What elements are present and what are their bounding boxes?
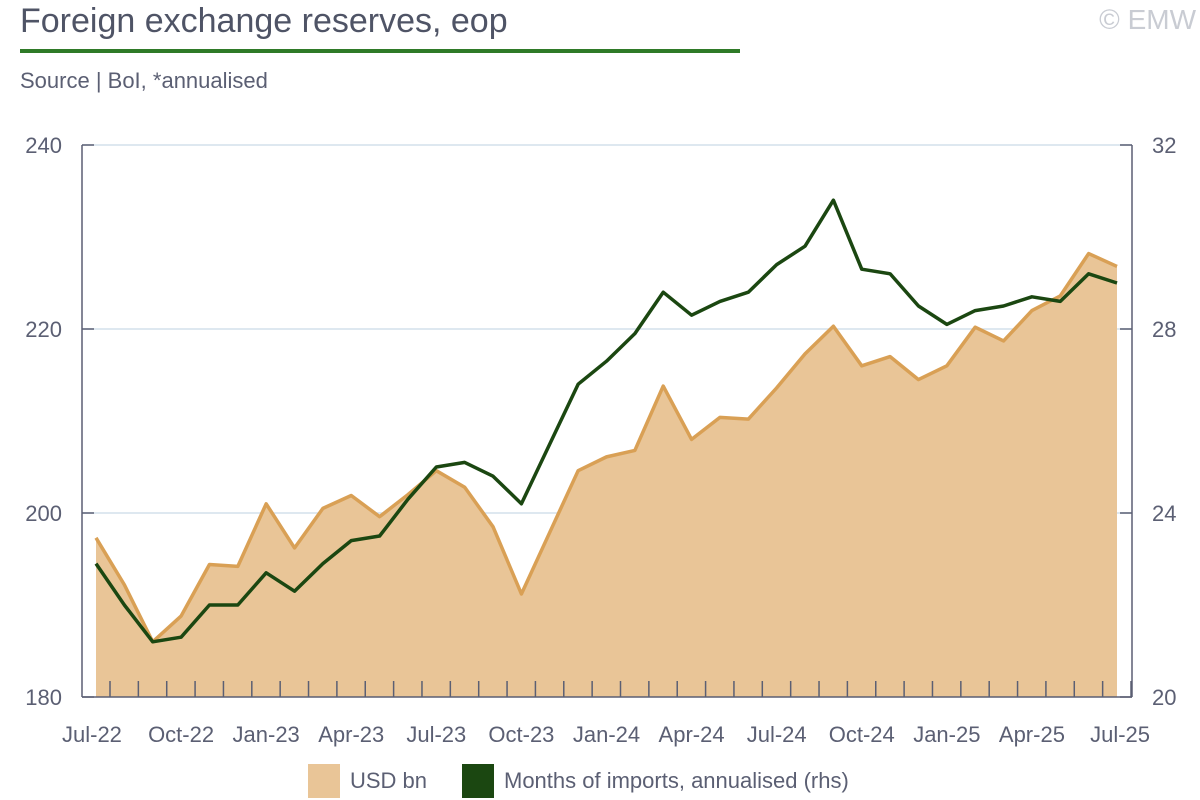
months-of-imports-line [94,198,1118,644]
usd-bn-line [94,251,1118,644]
x-axis-label: Jul-24 [747,722,807,747]
legend-item-usd-bn: USD bn [308,764,427,798]
legend-label-months-of-imports: Months of imports, annualised (rhs) [504,768,849,793]
title-underline [20,49,740,53]
x-axis-label: Oct-24 [829,722,895,747]
source-note: Source | BoI, *annualised [20,68,268,93]
x-axis-label: Apr-24 [659,722,725,747]
legend-label-usd-bn: USD bn [350,768,428,793]
legend-swatch-usd-bn [308,764,340,798]
usd-bn-series [94,251,1118,697]
right-axis-label: 24 [1152,501,1176,526]
x-axis-label: Jan-25 [913,722,980,747]
left-axis-label: 180 [25,685,62,710]
x-axis-label: Oct-23 [488,722,554,747]
x-axis-label: Jan-23 [233,722,300,747]
legend-item-months-of-imports: Months of imports, annualised (rhs) [462,764,849,798]
x-axis-label: Jan-24 [573,722,640,747]
tick-labels: 180 200 220 240 20 24 28 32 Jul-22 Oct-22 Jan-23 Ap… [25,133,1176,747]
x-axis-label: Jul-23 [406,722,466,747]
x-axis-label: Apr-25 [999,722,1065,747]
page-title: Foreign exchange reserves, eop [20,2,508,40]
legend: USD bn Months of imports, annualised (rh… [0,764,1200,800]
x-axis-label: Apr-23 [318,722,384,747]
reserves-chart: 180 200 220 240 20 24 28 32 Jul-22 Oct-22 Jan-23 Ap… [25,133,1176,747]
x-axis-label: Jul-22 [62,722,122,747]
left-axis-label: 220 [25,317,62,342]
x-axis-label: Jul-25 [1090,722,1150,747]
legend-swatch-months-of-imports [462,764,494,798]
usd-bn-area [96,253,1117,697]
right-axis-label: 32 [1152,133,1176,158]
right-axis-label: 20 [1152,685,1176,710]
right-axis-label: 28 [1152,317,1176,342]
x-axis-label: Oct-22 [148,722,214,747]
axes [81,144,1133,698]
months-of-imports-series [94,198,1118,644]
left-axis-label: 200 [25,501,62,526]
copyright-notice: © EMW [1099,4,1196,35]
left-axis-label: 240 [25,133,62,158]
